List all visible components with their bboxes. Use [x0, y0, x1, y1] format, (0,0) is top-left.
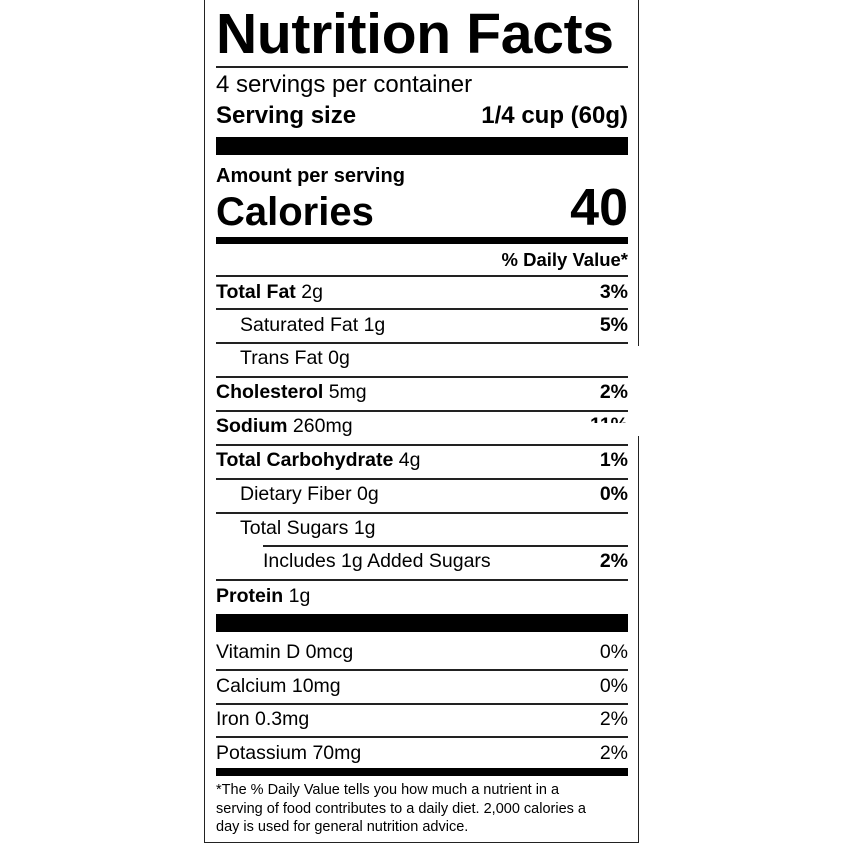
- vitamin-row-potassium: Potassium 70mg: [216, 742, 362, 764]
- label-title: Nutrition Facts: [216, 2, 614, 66]
- nutrient-row-total-sugars: Total Sugars 1g: [240, 517, 376, 539]
- amount-per-serving: Amount per serving: [216, 165, 405, 187]
- divider: [216, 275, 628, 277]
- dv-total-fat: 3%: [599, 281, 628, 303]
- vitamin-row-calcium: Calcium 10mg: [216, 675, 341, 697]
- dv-vitamin-d: 0%: [599, 641, 628, 663]
- dv-added-sugars: 2%: [599, 550, 628, 572]
- calories-label: Calories: [216, 190, 374, 234]
- dv-iron: 2%: [599, 708, 628, 730]
- nutrient-row-dietary-fiber: Dietary Fiber 0g: [240, 483, 379, 505]
- nutrient-row-protein: Protein 1g: [216, 585, 311, 607]
- servings-per-container: 4 servings per container: [216, 71, 473, 98]
- dv-total-carbohydrate: 1%: [599, 449, 628, 471]
- nutrient-row-saturated-fat: Saturated Fat 1g: [240, 314, 386, 336]
- nutrient-row-added-sugars: Includes 1g Added Sugars: [263, 550, 491, 572]
- medium-divider: [216, 768, 628, 776]
- daily-value-header: % Daily Value*: [501, 249, 628, 270]
- nutrient-row-sodium: Sodium 260mg: [216, 415, 353, 437]
- nutrient-row-total-fat: Total Fat 2g: [216, 281, 323, 303]
- calories-value: 40: [570, 179, 628, 237]
- nutrient-row-trans-fat: Trans Fat 0g: [240, 347, 350, 369]
- dv-dietary-fiber: 0%: [599, 483, 628, 505]
- medium-divider: [216, 237, 628, 244]
- vitamin-row-iron: Iron 0.3mg: [216, 708, 310, 730]
- thick-divider: [216, 614, 628, 632]
- serving-size-label: Serving size: [216, 102, 357, 129]
- divider: [216, 66, 628, 68]
- serving-size-value: 1/4 cup (60g): [481, 102, 628, 129]
- nutrient-row-cholesterol: Cholesterol 5mg: [216, 381, 367, 403]
- dv-sodium: 11%: [540, 414, 630, 423]
- image-artifact: [630, 346, 646, 436]
- dv-calcium: 0%: [599, 675, 628, 697]
- dv-saturated-fat: 5%: [599, 314, 628, 336]
- vitamin-row-vitamin-d: Vitamin D 0mcg: [216, 641, 354, 663]
- dv-potassium: 2%: [599, 742, 628, 764]
- nutrient-row-total-carbohydrate: Total Carbohydrate 4g: [216, 449, 421, 471]
- thick-divider: [216, 137, 628, 155]
- footnote: *The % Daily Value tells you how much a …: [216, 782, 586, 835]
- dv-cholesterol: 2%: [599, 381, 628, 403]
